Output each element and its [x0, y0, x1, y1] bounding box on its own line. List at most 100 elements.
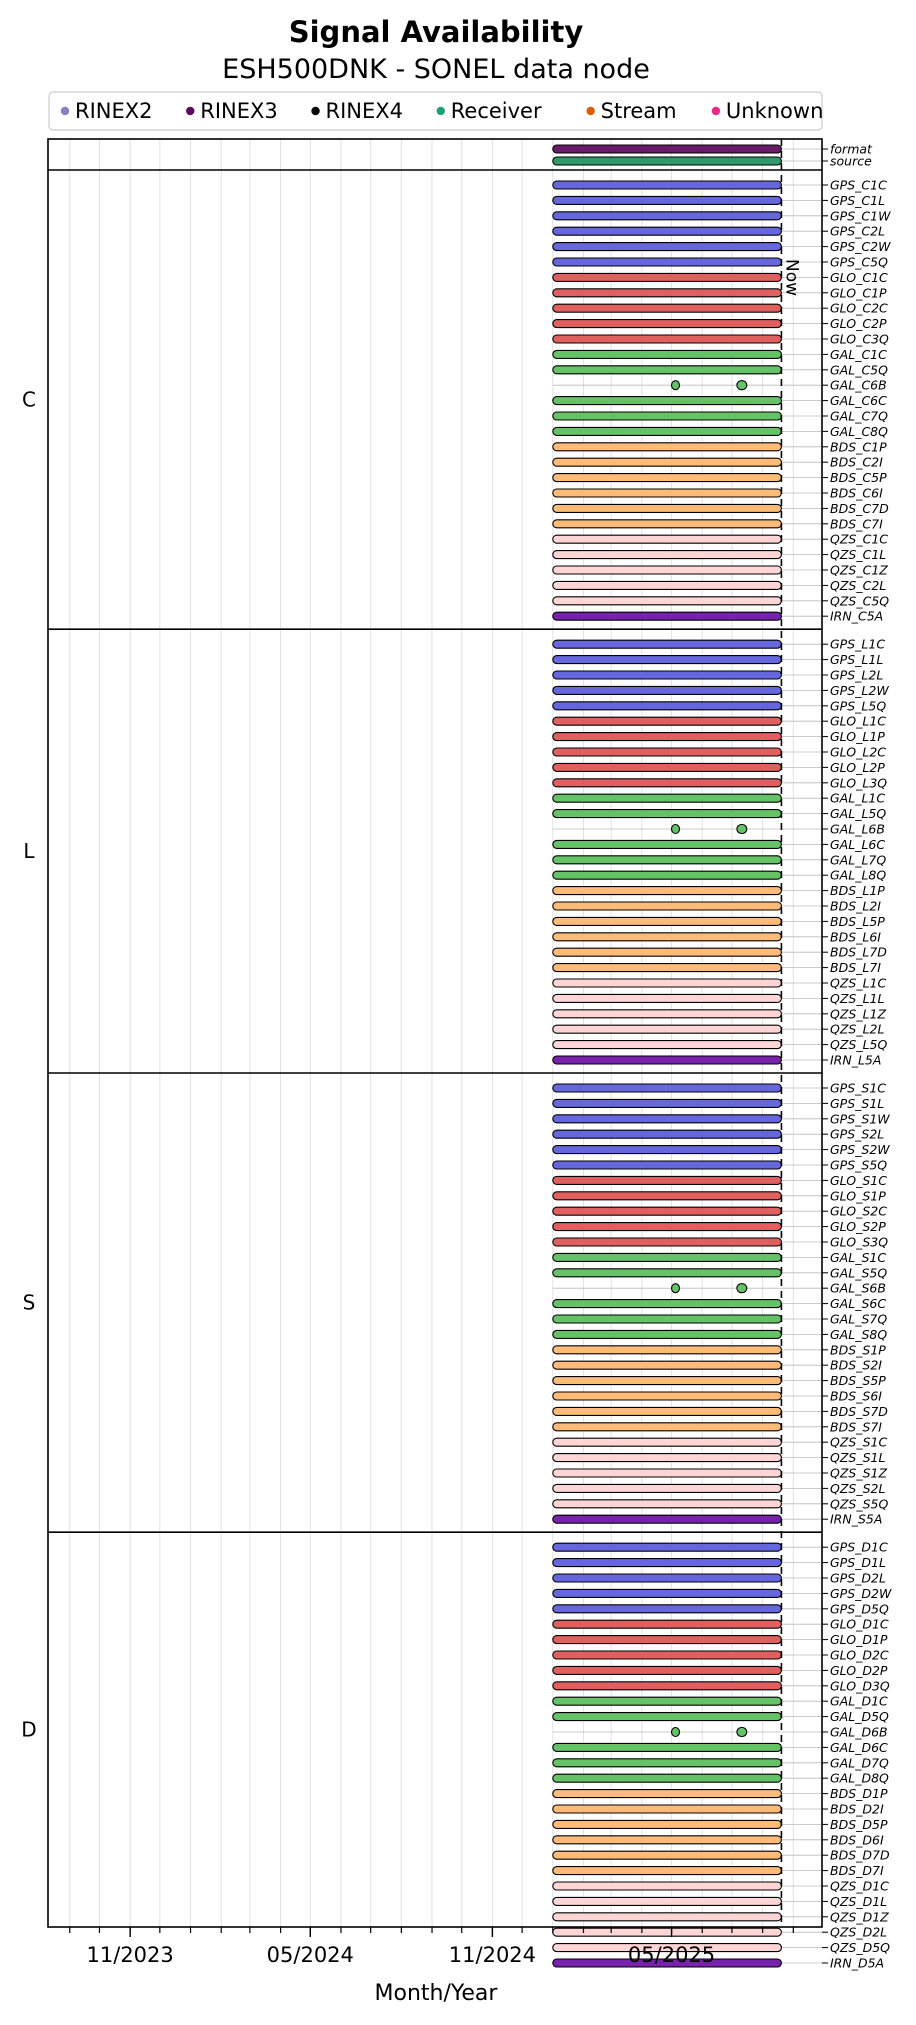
- signal-label-format: format: [830, 142, 873, 157]
- signal-label-qzs-d1z: QZS_D1Z: [830, 1909, 889, 1924]
- signal-label-qzs-c1l: QZS_C1L: [830, 547, 886, 562]
- signal-label-gal-s6c: GAL_S6C: [830, 1296, 886, 1311]
- bar-gps-s2w: [552, 1145, 782, 1155]
- bar-gps-l2l: [552, 670, 782, 680]
- signal-label-gps-s2l: GPS_S2L: [830, 1127, 884, 1142]
- signal-label-glo-l3q: GLO_L3Q: [830, 775, 887, 790]
- signal-label-gps-l1l: GPS_L1L: [830, 652, 883, 667]
- signal-label-gal-s8q: GAL_S8Q: [830, 1327, 887, 1342]
- bar-bds-d5p: [552, 1819, 782, 1829]
- signal-label-bds-s7i: BDS_S7I: [830, 1419, 882, 1434]
- bar-gal-s6c: [552, 1299, 782, 1309]
- signal-label-gal-c1c: GAL_C1C: [830, 347, 887, 362]
- signal-label-bds-d1p: BDS_D1P: [830, 1786, 888, 1801]
- signal-label-bds-s5p: BDS_S5P: [830, 1373, 886, 1388]
- signal-label-qzs-d5q: QZS_D5Q: [830, 1940, 890, 1955]
- signal-label-gps-d1l: GPS_D1L: [830, 1555, 886, 1570]
- signal-label-gal-d5q: GAL_D5Q: [830, 1709, 889, 1724]
- bar-gal-l6c: [552, 839, 782, 849]
- signal-label-qzs-s1c: QZS_S1C: [830, 1435, 887, 1450]
- x-tick-label: 05/2025: [628, 1943, 715, 1967]
- bar-qzs-s5q: [552, 1499, 782, 1509]
- signal-label-gal-d7q: GAL_D7Q: [830, 1755, 889, 1770]
- bar-glo-l1c: [552, 716, 782, 726]
- signal-label-glo-c1p: GLO_C1P: [830, 285, 887, 300]
- signal-label-gps-d1c: GPS_D1C: [830, 1540, 888, 1555]
- signal-label-glo-d2p: GLO_D2P: [830, 1663, 888, 1678]
- signal-label-bds-s2i: BDS_S2I: [830, 1358, 882, 1373]
- legend-label: RINEX3: [200, 99, 278, 123]
- bar-bds-l6i: [552, 932, 782, 942]
- bar-glo-s2p: [552, 1222, 782, 1232]
- bar-qzs-s1z: [552, 1468, 782, 1478]
- legend-item-rinex3: RINEX3: [186, 99, 278, 123]
- bar-gps-c1w: [552, 211, 782, 221]
- signal-label-qzs-s5q: QZS_S5Q: [830, 1496, 888, 1511]
- bar-bds-c2i: [552, 457, 782, 467]
- signal-label-qzs-s1z: QZS_S1Z: [830, 1466, 887, 1481]
- signal-label-glo-s1p: GLO_S1P: [830, 1188, 886, 1203]
- signal-label-qzs-s2l: QZS_S2L: [830, 1481, 885, 1496]
- bar-qzs-s1l: [552, 1453, 782, 1463]
- now-label: Now: [781, 259, 801, 296]
- signal-label-gal-s7q: GAL_S7Q: [830, 1312, 887, 1327]
- signal-label-glo-s1c: GLO_S1C: [830, 1173, 887, 1188]
- signal-label-gal-l7q: GAL_L7Q: [830, 852, 886, 867]
- signal-label-qzs-d2l: QZS_D2L: [830, 1925, 887, 1940]
- legend-label: RINEX4: [326, 99, 404, 123]
- signal-label-source: source: [830, 154, 872, 169]
- signal-label-glo-c3q: GLO_C3Q: [830, 332, 889, 347]
- bar-gps-d5q: [552, 1604, 782, 1614]
- bar-qzs-d2l: [552, 1927, 782, 1937]
- bar-qzs-c1l: [552, 550, 782, 560]
- legend-frame: [48, 91, 823, 131]
- legend-label: Stream: [601, 99, 677, 123]
- bar-glo-d2p: [552, 1665, 782, 1675]
- bar-gps-d1c: [552, 1542, 782, 1552]
- signal-label-glo-l2c: GLO_L2C: [830, 745, 886, 760]
- bar-gps-c1c: [552, 180, 782, 190]
- bar-qzs-d1z: [552, 1912, 782, 1922]
- signal-label-qzs-l1z: QZS_L1Z: [830, 1006, 887, 1021]
- bar-bds-s5p: [552, 1376, 782, 1386]
- bar-qzs-s2l: [552, 1483, 782, 1493]
- signal-label-gps-c2l: GPS_C2L: [830, 224, 885, 239]
- legend-item-rinex4: RINEX4: [311, 99, 403, 123]
- bar-gal-c7q: [552, 411, 782, 421]
- signal-label-qzs-c1z: QZS_C1Z: [830, 563, 888, 578]
- bar-gal-l1c: [552, 793, 782, 803]
- bar-gps-s1w: [552, 1114, 782, 1124]
- bar-gps-s1c: [552, 1083, 782, 1093]
- signal-label-qzs-s1l: QZS_S1L: [830, 1450, 885, 1465]
- signal-label-bds-s7d: BDS_S7D: [830, 1404, 888, 1419]
- bar-gal-d6b: [736, 1726, 748, 1738]
- signal-label-gal-s5q: GAL_S5Q: [830, 1265, 887, 1280]
- bar-bds-l7d: [552, 947, 782, 957]
- legend-marker: [711, 106, 721, 116]
- bar-qzs-l5q: [552, 1040, 782, 1050]
- signal-label-bds-s6i: BDS_S6I: [830, 1389, 882, 1404]
- bar-glo-c3q: [552, 334, 782, 344]
- signal-label-glo-s2c: GLO_S2C: [830, 1204, 887, 1219]
- bar-format: [552, 144, 782, 154]
- signal-label-qzs-c2l: QZS_C2L: [830, 578, 886, 593]
- bar-gal-c6b: [736, 380, 748, 391]
- group-label-l: L: [23, 839, 35, 863]
- bar-qzs-l1z: [552, 1009, 782, 1019]
- bar-gps-s1l: [552, 1098, 782, 1108]
- bar-bds-d7d: [552, 1850, 782, 1860]
- bar-bds-d2i: [552, 1804, 782, 1814]
- signal-label-bds-c7i: BDS_C7I: [830, 516, 883, 531]
- bar-glo-d1p: [552, 1635, 782, 1645]
- bar-glo-d3q: [552, 1681, 782, 1691]
- signal-label-gps-d5q: GPS_D5Q: [830, 1601, 889, 1616]
- bar-gps-l5q: [552, 701, 782, 711]
- bar-gal-d8q: [552, 1773, 782, 1783]
- bar-gal-c6b: [670, 380, 681, 391]
- signal-label-gps-c1w: GPS_C1W: [830, 208, 891, 223]
- signal-label-gps-c1l: GPS_C1L: [830, 193, 885, 208]
- signal-label-gal-l5q: GAL_L5Q: [830, 806, 886, 821]
- bar-qzs-d1c: [552, 1881, 782, 1891]
- signal-label-glo-d1p: GLO_D1P: [830, 1632, 888, 1647]
- bar-gal-c1c: [552, 349, 782, 359]
